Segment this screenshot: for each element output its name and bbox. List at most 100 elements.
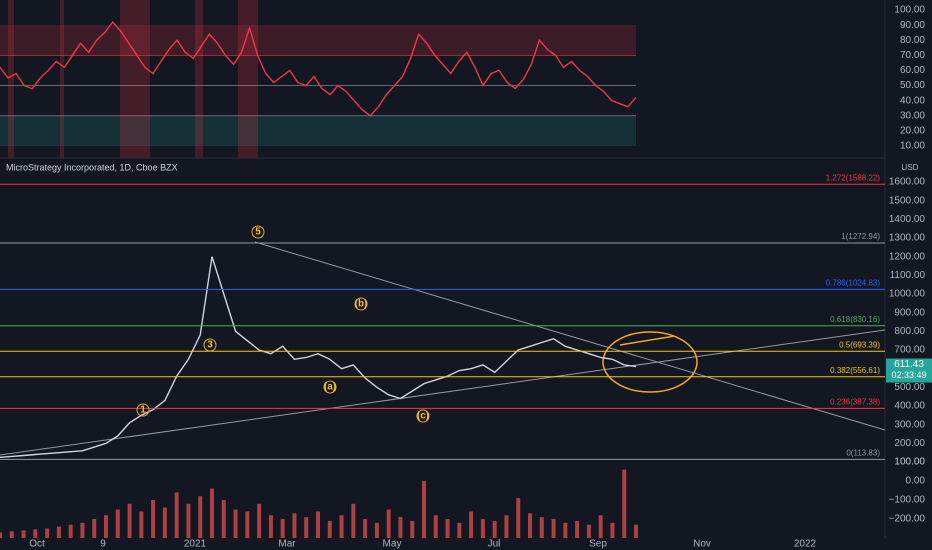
y-tick-label: 800.00 (894, 326, 925, 337)
y-tick-label: 500.00 (894, 382, 925, 393)
y-tick-label: 1000.00 (889, 289, 926, 300)
y-tick-label: 1400.00 (889, 214, 926, 225)
y-tick-label: 80.00 (900, 35, 925, 46)
y-tick-label: −100.00 (889, 495, 926, 506)
chart-title: MicroStrategy Incorporated, 1D, Cboe BZX (6, 162, 178, 172)
volume-bar (245, 511, 250, 538)
volume-bar (504, 515, 509, 538)
x-tick-label: Jul (488, 539, 501, 550)
volume-bar (539, 517, 544, 538)
volume-bar (327, 520, 332, 538)
volume-bar (316, 511, 320, 538)
last-price: 611.43 (894, 359, 924, 370)
volume-bar (339, 515, 344, 538)
unit-label: USD (902, 163, 919, 172)
volume-bar (304, 517, 309, 538)
y-tick-label: 60.00 (900, 65, 925, 76)
y-tick-label: 70.00 (900, 50, 925, 61)
fib-label: 0.236(387.38) (830, 397, 880, 406)
x-tick-label: May (383, 539, 402, 550)
volume-bar (45, 528, 50, 538)
volume-bar (233, 509, 238, 538)
volume-bar (292, 513, 297, 538)
x-tick-label: Nov (693, 539, 711, 550)
fib-label: 1.272(1588.22) (826, 173, 881, 182)
volume-bar (410, 520, 415, 538)
countdown: 02:33:49 (891, 370, 926, 380)
wave-marker (416, 409, 430, 423)
y-tick-label: 1300.00 (889, 233, 926, 244)
x-tick-label: 2021 (184, 539, 207, 550)
x-tick-label: Mar (278, 539, 296, 550)
volume-bar (268, 515, 273, 538)
volume-bar (139, 511, 144, 538)
y-tick-label: 1100.00 (890, 270, 926, 281)
fib-label: 0.618(830.16) (830, 315, 880, 324)
volume-bar (9, 531, 14, 538)
wave-marker (251, 225, 265, 239)
x-tick-label: 2022 (794, 539, 817, 550)
volume-bar (80, 522, 85, 538)
volume-bar (257, 503, 262, 538)
fib-label: 0.382(556.61) (830, 366, 880, 375)
volume-bar (92, 519, 97, 538)
volume-bar (198, 496, 203, 538)
highlight-columns (8, 0, 258, 158)
volume-bar (210, 488, 214, 538)
x-tick-label: Sep (589, 539, 607, 550)
highlight-arrow (619, 335, 676, 346)
volume-bar (68, 524, 73, 538)
y-tick-label: 0.00 (906, 476, 926, 487)
y-tick-label: 300.00 (894, 419, 925, 430)
volume-bar (492, 520, 497, 538)
y-tick-label: 90.00 (900, 20, 925, 31)
volume-bar (351, 503, 356, 538)
wave-marker (354, 297, 368, 311)
wave-label: (a) (324, 382, 336, 393)
y-tick-label: 30.00 (900, 110, 925, 121)
x-tick-label: 9 (100, 539, 106, 550)
volume-bar (622, 469, 627, 538)
volume-bar (104, 515, 108, 538)
fib-label: 0.5(693.39) (839, 340, 880, 349)
wave-marker (323, 380, 337, 394)
volume-bar (162, 507, 167, 538)
volume-bar (445, 519, 450, 538)
volume-bar (115, 509, 120, 538)
fib-label: 0(113.83) (846, 449, 880, 458)
wave-label: 1 (140, 405, 146, 416)
price-line (0, 256, 637, 458)
fib-label: 0.786(1024.83) (826, 278, 881, 287)
volume-bar (21, 530, 26, 538)
y-tick-label: 1500.00 (889, 195, 926, 206)
x-tick-label: Oct (29, 539, 45, 550)
volume-bar (598, 515, 603, 538)
volume-bar (433, 515, 438, 538)
wave-label: 3 (207, 340, 213, 351)
volume-bar (33, 529, 38, 538)
y-tick-label: −200.00 (889, 514, 926, 525)
wave-label: 5 (255, 227, 261, 238)
overbought-zone (0, 25, 636, 55)
volume-bar (610, 522, 615, 538)
volume-bar (634, 524, 638, 538)
volume-bar (469, 511, 474, 538)
wave-marker (203, 338, 217, 352)
y-tick-label: 700.00 (894, 345, 925, 356)
volume-bar (363, 519, 368, 538)
volume-bar (398, 517, 403, 538)
y-tick-label: 100.00 (894, 457, 925, 468)
volume-bar (186, 503, 191, 538)
oversold-zone (0, 116, 636, 146)
fib-label: 1(1272.94) (841, 232, 880, 241)
y-tick-label: 20.00 (900, 126, 925, 137)
wave-marker (136, 403, 150, 417)
volume-bar (221, 500, 226, 538)
volume-bar (563, 522, 568, 538)
y-tick-label: 400.00 (894, 401, 925, 412)
y-tick-label: 1600.00 (889, 177, 926, 188)
volume-bar (386, 509, 391, 538)
y-tick-label: 900.00 (894, 307, 925, 318)
